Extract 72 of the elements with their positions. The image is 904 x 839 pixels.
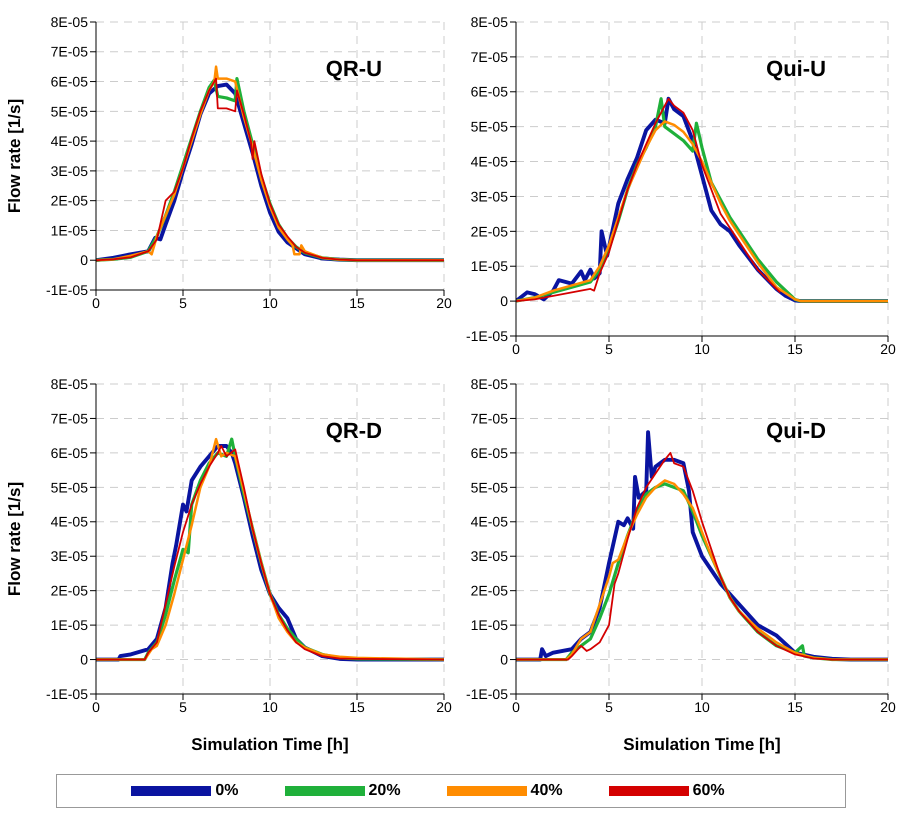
- y-tick-label: 7E-05: [470, 48, 508, 65]
- line-series: [516, 98, 782, 302]
- y-tick-label: 7E-05: [50, 44, 88, 60]
- y-tick-label: 8E-05: [50, 376, 88, 392]
- x-tick-label: 0: [92, 698, 100, 715]
- y-tick-label: 0: [500, 652, 508, 668]
- legend-label: 20%: [368, 782, 401, 800]
- y-tick-label: 4E-05: [50, 133, 88, 150]
- y-axis-title: Flow rate [1/s]: [5, 98, 24, 214]
- y-tick-label: 3E-05: [50, 162, 88, 179]
- y-tick-label: 2E-05: [470, 582, 508, 599]
- y-tick-label: 8E-05: [50, 14, 88, 30]
- x-tick-label: 0: [512, 698, 520, 715]
- x-tick-label: 15: [787, 340, 803, 357]
- y-tick-label: -1E-05: [46, 282, 88, 298]
- x-tick-label: 15: [349, 698, 365, 715]
- y-tick-label: 3E-05: [470, 188, 508, 204]
- y-tick-label: 5E-05: [50, 479, 88, 496]
- y-tick-label: 8E-05: [470, 14, 508, 30]
- y-tick-label: 8E-05: [470, 376, 508, 392]
- y-tick-label: 4E-05: [470, 154, 508, 170]
- x-tick-label: 20: [436, 294, 452, 311]
- x-tick-label: 0: [512, 340, 520, 357]
- x-tick-label: 20: [436, 698, 452, 715]
- y-tick-label: 1E-05: [470, 617, 508, 634]
- x-tick-label: 10: [694, 340, 710, 357]
- y-tick-label: 7E-05: [470, 410, 508, 426]
- y-tick-label: 6E-05: [50, 74, 88, 90]
- x-axis-title: Simulation Time [h]: [191, 735, 349, 754]
- x-tick-label: 0: [92, 294, 100, 311]
- y-tick-label: 5E-05: [470, 118, 508, 135]
- y-tick-label: 3E-05: [470, 548, 508, 564]
- y-tick-label: 6E-05: [470, 84, 508, 100]
- x-tick-label: 15: [787, 698, 803, 715]
- y-tick-label: 4E-05: [50, 514, 88, 530]
- y-tick-label: 2E-05: [470, 223, 508, 240]
- y-tick-label: 3E-05: [50, 548, 88, 564]
- y-tick-label: 1E-05: [50, 222, 88, 238]
- y-tick-label: 0: [80, 652, 88, 668]
- text: QR-U: [326, 56, 382, 82]
- x-tick-label: 20: [880, 698, 896, 715]
- x-tick-label: 10: [262, 294, 278, 311]
- y-tick-label: 1E-05: [50, 617, 88, 634]
- y-tick-label: 2E-05: [50, 192, 88, 209]
- y-tick-label: 7E-05: [50, 410, 88, 426]
- x-tick-label: 15: [349, 294, 365, 311]
- text: QR-D: [326, 418, 382, 444]
- y-axis-title: Flow rate [1/s]: [5, 482, 24, 596]
- legend-label: 40%: [530, 782, 563, 800]
- x-tick-label: 5: [605, 340, 614, 357]
- x-tick-label: 5: [605, 698, 614, 715]
- y-tick-label: 5E-05: [50, 103, 88, 120]
- y-tick-label: 1E-05: [470, 258, 508, 274]
- y-tick-label: 6E-05: [50, 444, 88, 461]
- y-tick-label: -1E-05: [46, 686, 88, 702]
- y-tick-label: 2E-05: [50, 582, 88, 599]
- y-tick-label: -1E-05: [466, 328, 508, 344]
- x-tick-label: 10: [262, 698, 278, 715]
- x-tick-label: 20: [880, 340, 896, 357]
- y-tick-label: 5E-05: [470, 479, 508, 496]
- y-tick-label: -1E-05: [466, 686, 508, 702]
- y-tick-label: 0: [80, 252, 88, 268]
- y-tick-label: 6E-05: [470, 444, 508, 461]
- legend-label: 60%: [692, 782, 725, 800]
- legend-label: 0%: [215, 782, 239, 800]
- text: Qui-U: [766, 56, 826, 82]
- x-tick-label: 5: [179, 294, 188, 311]
- x-axis-title: Simulation Time [h]: [623, 735, 781, 754]
- text: Qui-D: [766, 418, 826, 444]
- x-tick-label: 10: [694, 698, 710, 715]
- y-tick-label: 4E-05: [470, 514, 508, 530]
- x-tick-label: 5: [179, 698, 188, 715]
